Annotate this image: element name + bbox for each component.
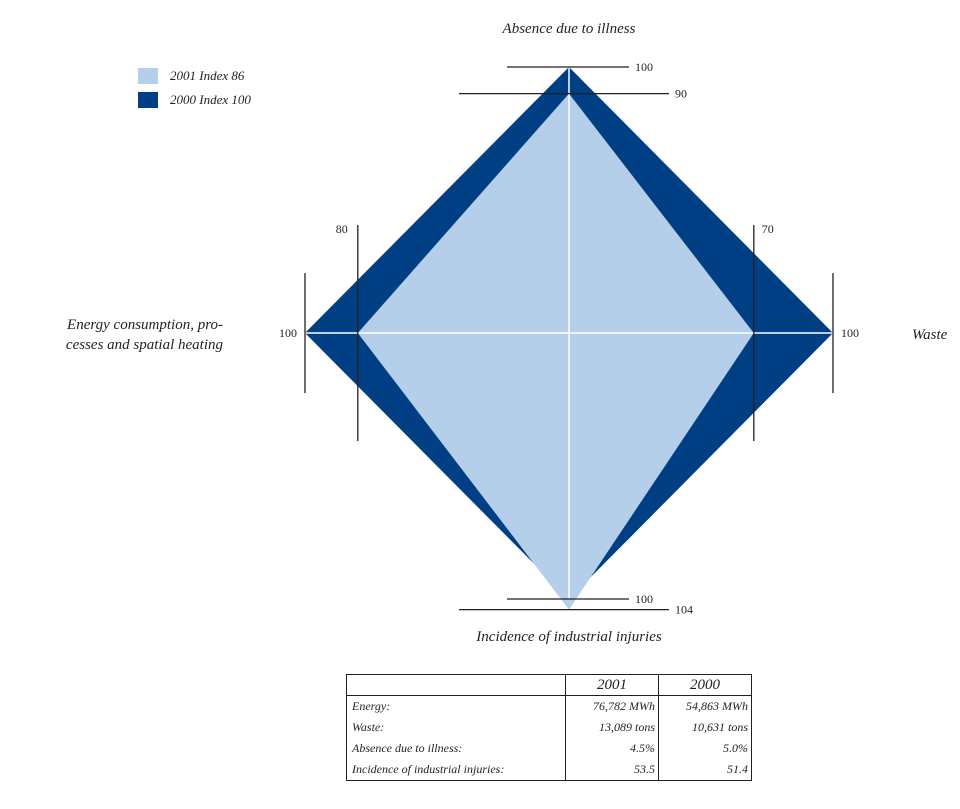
cell-2000: 54,863 MWh [658, 695, 752, 717]
cell-2000: 51.4 [658, 759, 752, 781]
cell-2000: 5.0% [658, 738, 752, 759]
chart-legend: 2001 Index 86 2000 Index 100 [138, 64, 251, 112]
table-header-blank [346, 674, 566, 696]
cell-2001: 76,782 MWh [565, 695, 659, 717]
row-label: Energy: [346, 695, 566, 717]
legend-swatch-2001 [138, 68, 158, 84]
table-header-2000: 2000 [658, 674, 752, 696]
table-header-2001: 2001 [565, 674, 659, 696]
row-label: Incidence of industrial injuries: [346, 759, 566, 781]
table-header-row: 2001 2000 [346, 674, 752, 696]
data-table: 2001 2000 Energy: 76,782 MWh 54,863 MWh … [346, 674, 752, 781]
legend-swatch-2000 [138, 92, 158, 108]
row-label: Waste: [346, 717, 566, 738]
tick-label: 100 [635, 592, 653, 606]
axis-title-1: Waste [912, 327, 948, 343]
table-row: Absence due to illness: 4.5% 5.0% [346, 738, 752, 759]
cell-2001: 53.5 [565, 759, 659, 781]
cell-2001: 13,089 tons [565, 717, 659, 738]
radar-chart: 90 100 70 100 100 104 80 100 Absence due to illn… [66, 21, 948, 645]
tick-label: 104 [675, 603, 693, 617]
cell-2001: 4.5% [565, 738, 659, 759]
axis-title-3: Energy consumption, pro-cesses and spati… [66, 317, 224, 353]
cell-2000: 10,631 tons [658, 717, 752, 738]
tick-label: 100 [635, 60, 653, 74]
axis-title-0: Absence due to illness [502, 21, 636, 37]
tick-label: 90 [675, 87, 687, 101]
legend-item-2001: 2001 Index 86 [138, 64, 251, 88]
axis-title-2: Incidence of industrial injuries [475, 629, 662, 645]
series-polygon-1 [357, 93, 754, 610]
table-row: Energy: 76,782 MWh 54,863 MWh [346, 695, 752, 717]
legend-item-2000: 2000 Index 100 [138, 88, 251, 112]
tick-label: 70 [762, 222, 774, 236]
legend-label-2001: 2001 Index 86 [170, 68, 245, 83]
table-row: Incidence of industrial injuries: 53.5 5… [346, 759, 752, 781]
tick-label: 100 [279, 326, 297, 340]
table-row: Waste: 13,089 tons 10,631 tons [346, 717, 752, 738]
row-label: Absence due to illness: [346, 738, 566, 759]
legend-label-2000: 2000 Index 100 [170, 92, 251, 107]
tick-label: 80 [336, 222, 348, 236]
tick-label: 100 [841, 326, 859, 340]
